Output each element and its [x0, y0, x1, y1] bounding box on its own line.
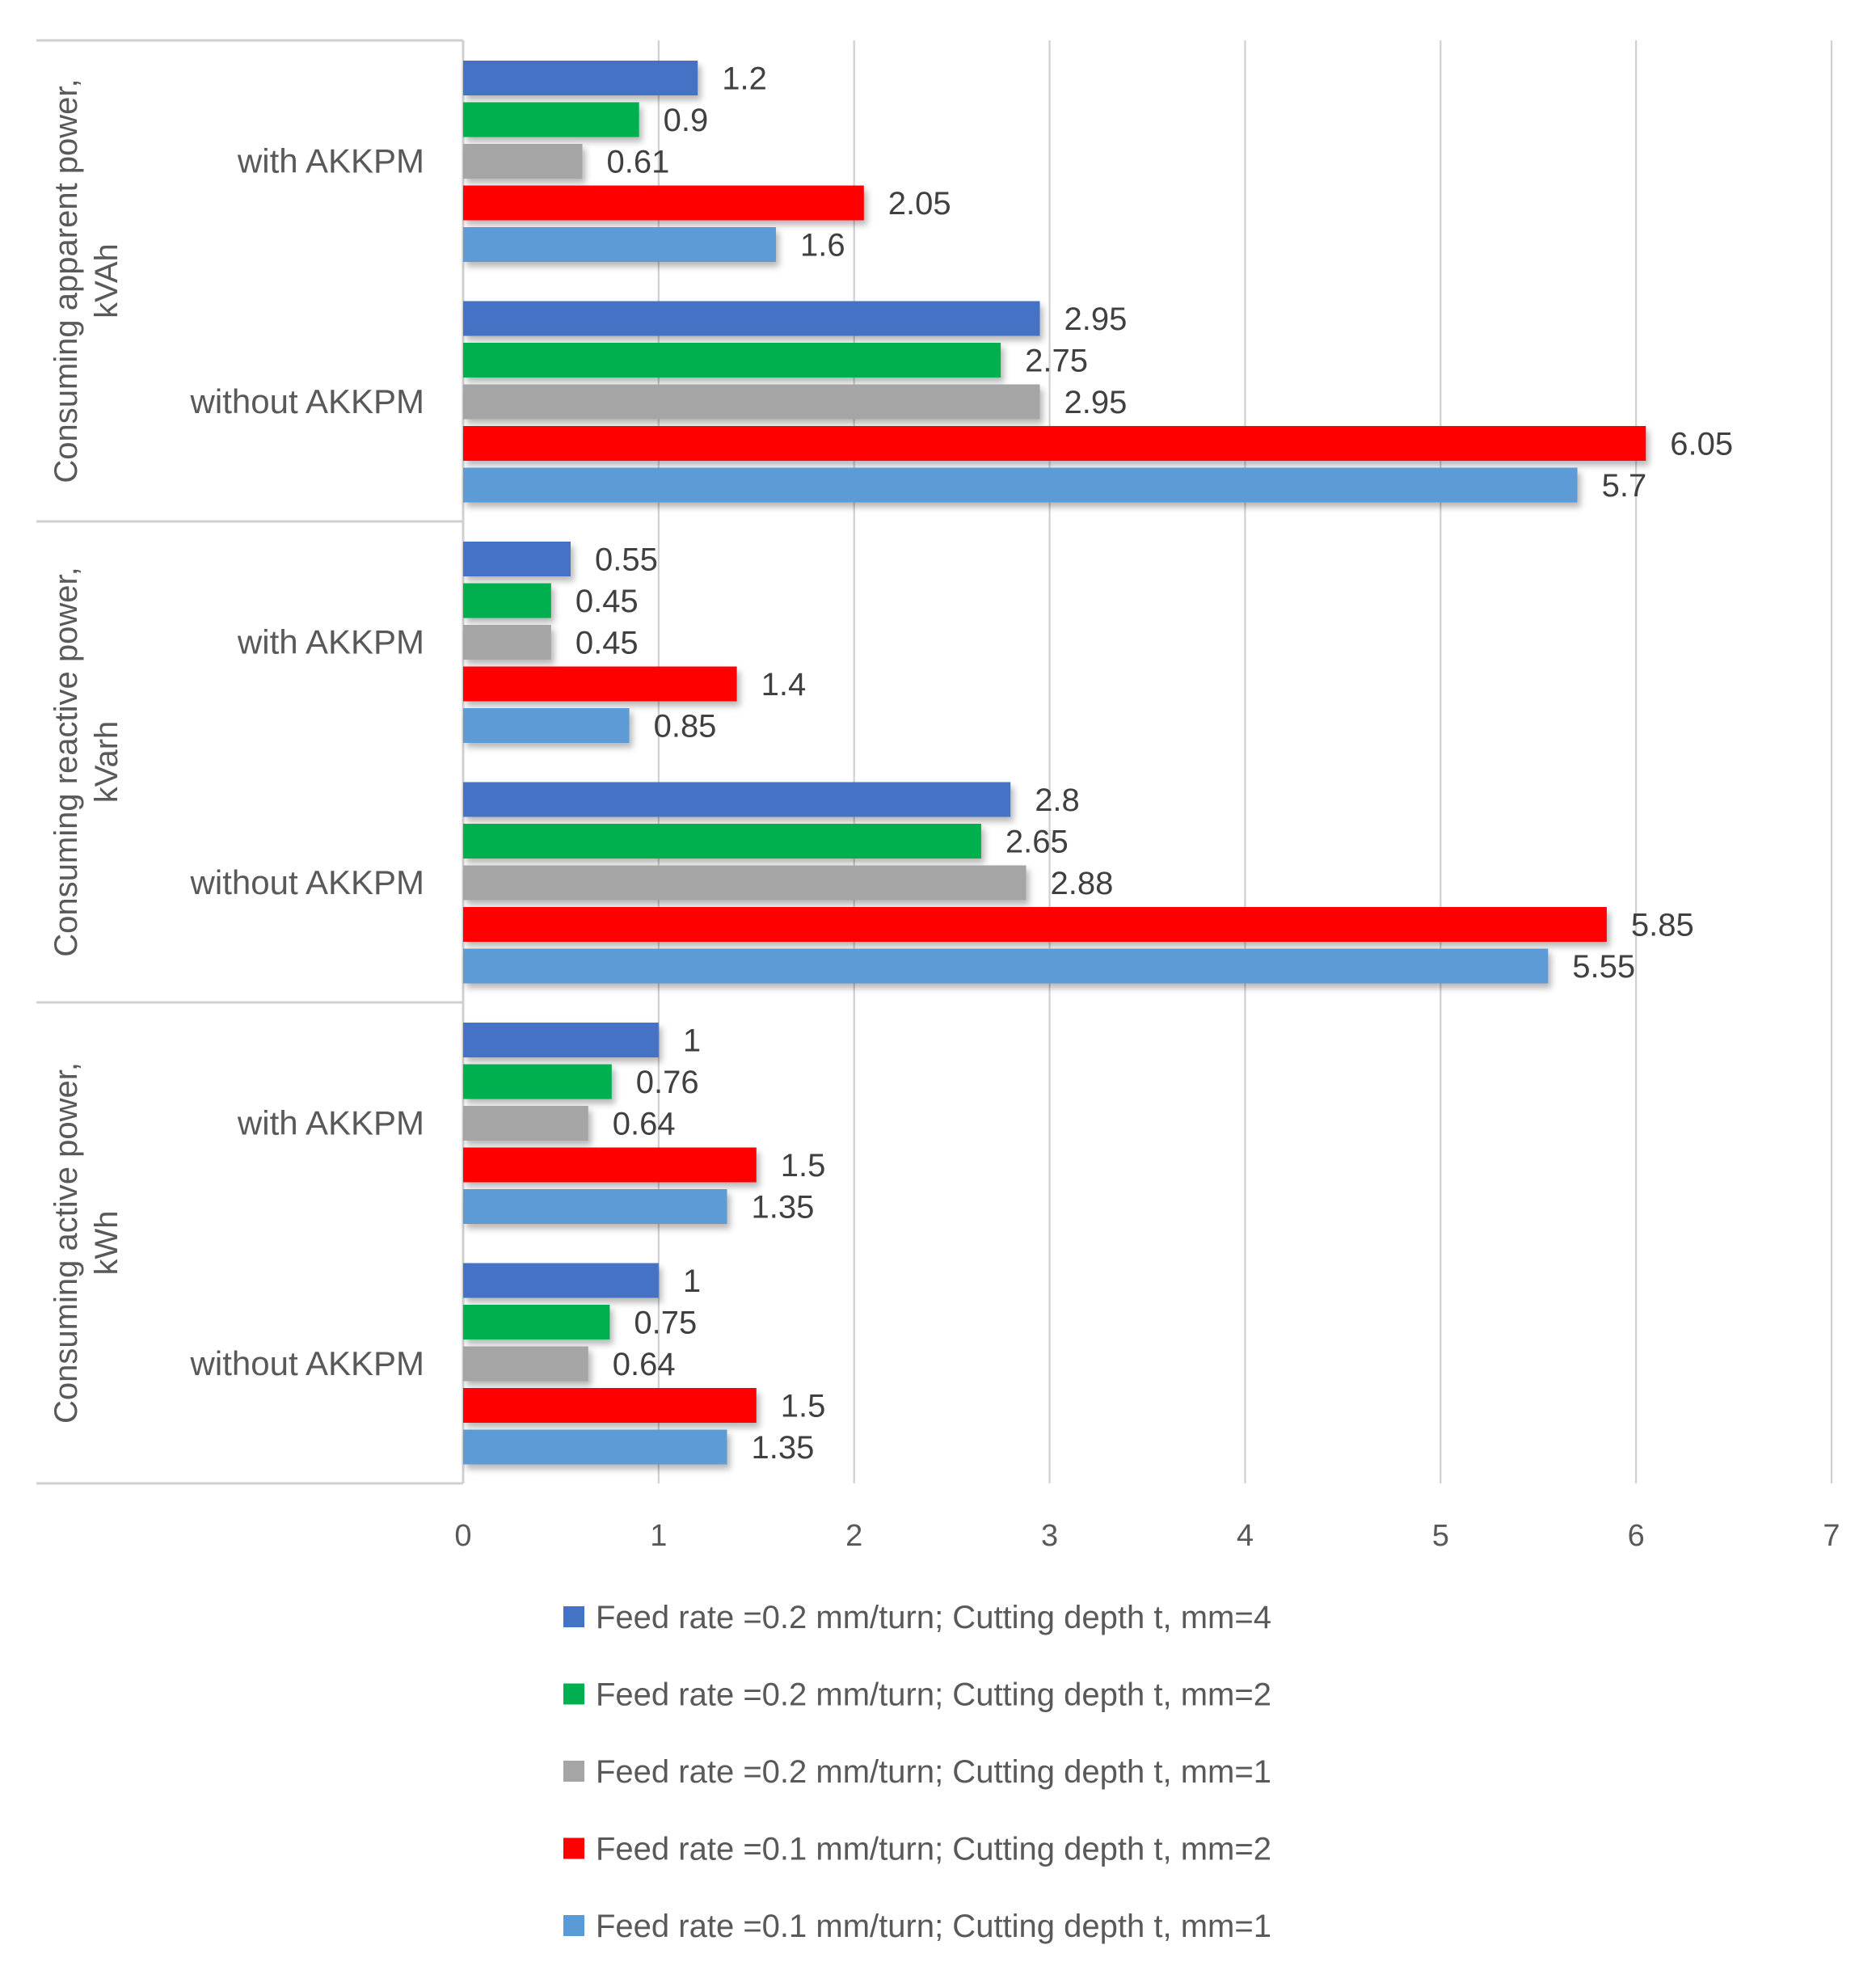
x-tick-label: 1: [650, 1519, 667, 1553]
data-label: 2.65: [1005, 825, 1069, 860]
bar-series-1: [463, 61, 698, 95]
data-label: 1.2: [722, 61, 767, 97]
legend-label: Feed rate =0.2 mm/turn; Cutting depth t,…: [596, 1677, 1271, 1713]
group-title-line: kVarh: [89, 721, 124, 804]
data-label: 2.95: [1064, 385, 1127, 420]
data-label: 2.88: [1051, 866, 1114, 901]
data-label: 0.9: [664, 103, 709, 138]
group-title-line: kWh: [89, 1211, 124, 1276]
category-label: with AKKPM: [237, 1104, 424, 1142]
x-tick-label: 4: [1237, 1519, 1254, 1553]
bar-series-2: [463, 824, 981, 859]
bar-series-3: [463, 144, 583, 179]
bar-series-2: [463, 343, 1001, 378]
data-label: 1.35: [752, 1190, 815, 1226]
data-label: 1.6: [800, 228, 845, 264]
bar-series-4: [463, 907, 1607, 942]
category-label: with AKKPM: [237, 623, 424, 661]
bar-series-5: [463, 467, 1578, 503]
data-label: 0.64: [613, 1107, 676, 1142]
x-tick-label: 3: [1041, 1519, 1058, 1553]
bar-series-5: [463, 227, 776, 262]
data-label: 5.7: [1602, 468, 1647, 504]
category-label: without AKKPM: [190, 1344, 424, 1382]
legend-label: Feed rate =0.1 mm/turn; Cutting depth t,…: [596, 1909, 1271, 1944]
data-label: 2.05: [888, 186, 951, 221]
group-title-line: Consuming apparent power,: [48, 78, 84, 483]
data-label: 0.64: [613, 1347, 676, 1382]
data-label: 0.75: [634, 1306, 697, 1341]
group-title-line: Consuming active power,: [48, 1062, 84, 1424]
legend-label: Feed rate =0.2 mm/turn; Cutting depth t,…: [596, 1754, 1271, 1790]
bar-series-5: [463, 1189, 727, 1224]
x-tick-label: 5: [1432, 1519, 1449, 1553]
data-label: 0.85: [654, 709, 717, 745]
legend-swatch: [563, 1837, 584, 1859]
bar-series-1: [463, 1023, 659, 1057]
bar-series-5: [463, 708, 630, 743]
legend-label: Feed rate =0.2 mm/turn; Cutting depth t,…: [596, 1600, 1271, 1635]
data-label: 2.8: [1035, 783, 1080, 818]
category-label: without AKKPM: [190, 382, 424, 420]
legend-swatch: [563, 1606, 584, 1627]
legend-swatch: [563, 1761, 584, 1782]
data-label: 2.75: [1025, 344, 1088, 379]
data-label: 6.05: [1670, 427, 1733, 462]
bar-series-3: [463, 384, 1040, 420]
bar-series-2: [463, 583, 551, 618]
bar-series-4: [463, 185, 864, 221]
x-tick-label: 0: [454, 1519, 471, 1553]
category-label: without AKKPM: [190, 863, 424, 901]
data-label: 0.55: [595, 542, 658, 578]
bar-series-5: [463, 948, 1549, 984]
bar-series-4: [463, 426, 1646, 461]
bar-series-5: [463, 1429, 727, 1465]
data-label: 0.45: [575, 626, 639, 661]
x-tick-label: 7: [1823, 1519, 1840, 1553]
data-label: 5.85: [1631, 908, 1694, 943]
group-title-line: kVAh: [89, 243, 124, 319]
bar-series-2: [463, 102, 639, 137]
bar-series-1: [463, 301, 1040, 336]
bar-series-3: [463, 1346, 588, 1382]
data-label: 1.5: [781, 1148, 826, 1183]
bar-series-2: [463, 1064, 612, 1099]
bar-series-4: [463, 1147, 757, 1183]
bar-series-4: [463, 1388, 757, 1423]
data-label: 1: [683, 1023, 701, 1059]
data-label: 2.95: [1064, 302, 1127, 337]
legend-swatch: [563, 1915, 584, 1936]
bar-series-2: [463, 1305, 610, 1339]
x-tick-label: 6: [1628, 1519, 1645, 1553]
bar-series-4: [463, 666, 737, 702]
x-tick-label: 2: [845, 1519, 862, 1553]
bar-series-3: [463, 625, 551, 660]
data-label: 1.4: [761, 667, 807, 702]
bar-series-1: [463, 782, 1011, 817]
group-title-line: Consuming reactive power,: [48, 567, 84, 956]
legend-label: Feed rate =0.1 mm/turn; Cutting depth t,…: [596, 1832, 1271, 1867]
data-label: 0.45: [575, 584, 639, 619]
data-label: 0.76: [636, 1065, 699, 1100]
data-label: 1.35: [752, 1430, 815, 1466]
bar-series-1: [463, 542, 571, 576]
category-label: with AKKPM: [237, 142, 424, 180]
bar-series-1: [463, 1263, 659, 1298]
data-label: 0.61: [607, 145, 670, 180]
data-label: 1.5: [781, 1389, 826, 1424]
bar-series-3: [463, 865, 1027, 901]
bar-series-3: [463, 1106, 588, 1141]
data-label: 5.55: [1572, 949, 1635, 985]
data-label: 1: [683, 1264, 701, 1299]
legend-swatch: [563, 1683, 584, 1705]
